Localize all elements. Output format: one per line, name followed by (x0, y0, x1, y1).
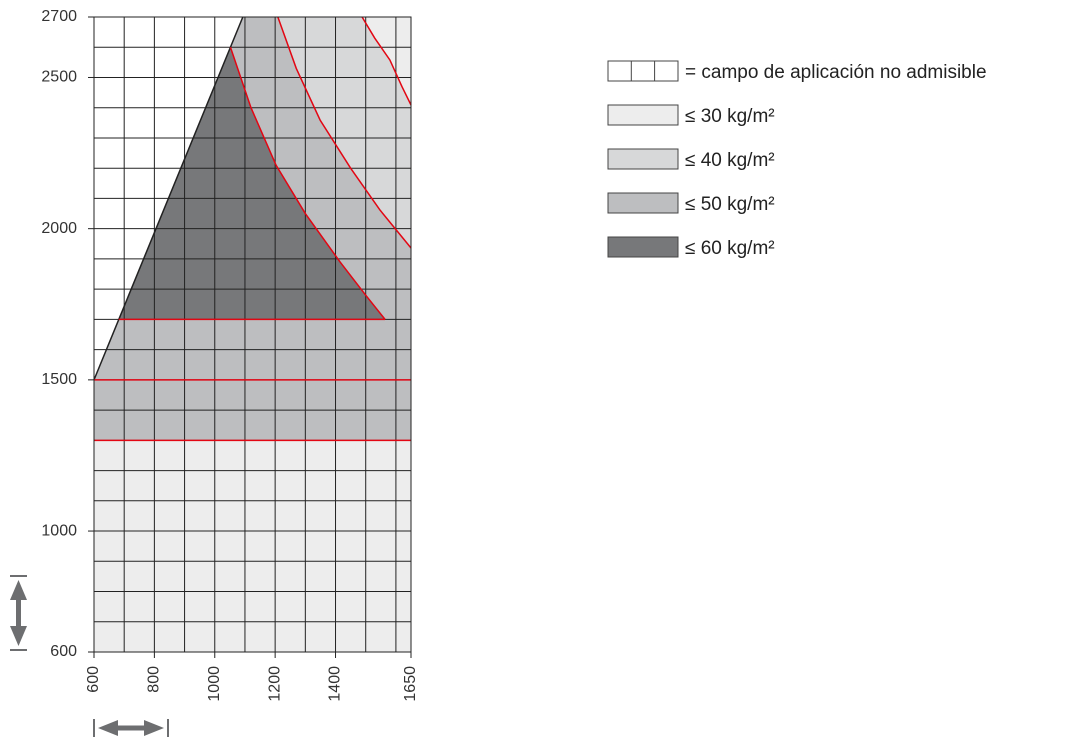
legend-swatch (607, 148, 679, 170)
y-tick-label: 600 (50, 643, 77, 660)
horizontal-arrow (93, 719, 169, 737)
x-tick-label: 1650 (402, 666, 419, 702)
region (362, 17, 411, 105)
vertical-arrow (10, 575, 27, 651)
legend-item: ≤ 40 kg/m² (607, 148, 775, 171)
legend-label: = campo de aplicación no admisible (685, 62, 987, 83)
legend-label: ≤ 50 kg/m² (685, 194, 775, 215)
y-tick-label: 1500 (41, 371, 77, 388)
y-tick-label: 2500 (41, 69, 77, 86)
boundary-line (277, 16, 412, 249)
legend-swatch (607, 192, 679, 214)
legend-item: ≤ 30 kg/m² (607, 104, 775, 127)
region (94, 440, 411, 652)
y-tick-label: 2000 (41, 220, 77, 237)
plot-frame (93, 16, 412, 653)
boundary-line (229, 46, 386, 320)
x-tick-label: 1400 (327, 666, 344, 702)
legend-swatch (607, 104, 679, 126)
legend-label: ≤ 30 kg/m² (685, 106, 775, 127)
x-tick-label: 800 (146, 666, 163, 693)
legend-swatch (607, 236, 679, 258)
x-tick-label: 600 (85, 666, 102, 693)
x-tick-label: 1000 (206, 666, 223, 702)
y-tick-label: 1000 (41, 522, 77, 539)
legend-label: ≤ 40 kg/m² (685, 150, 775, 171)
y-tick-label: 2700 (41, 8, 77, 25)
boundary-line (361, 16, 412, 106)
legend-item: = campo de aplicación no admisible (607, 60, 987, 83)
region (118, 47, 386, 320)
legend-label: ≤ 60 kg/m² (685, 238, 775, 259)
legend-swatch (607, 60, 679, 82)
legend-item: ≤ 50 kg/m² (607, 192, 775, 215)
x-tick-label: 1200 (266, 666, 283, 702)
region (277, 17, 411, 249)
legend-item: ≤ 60 kg/m² (607, 236, 775, 259)
